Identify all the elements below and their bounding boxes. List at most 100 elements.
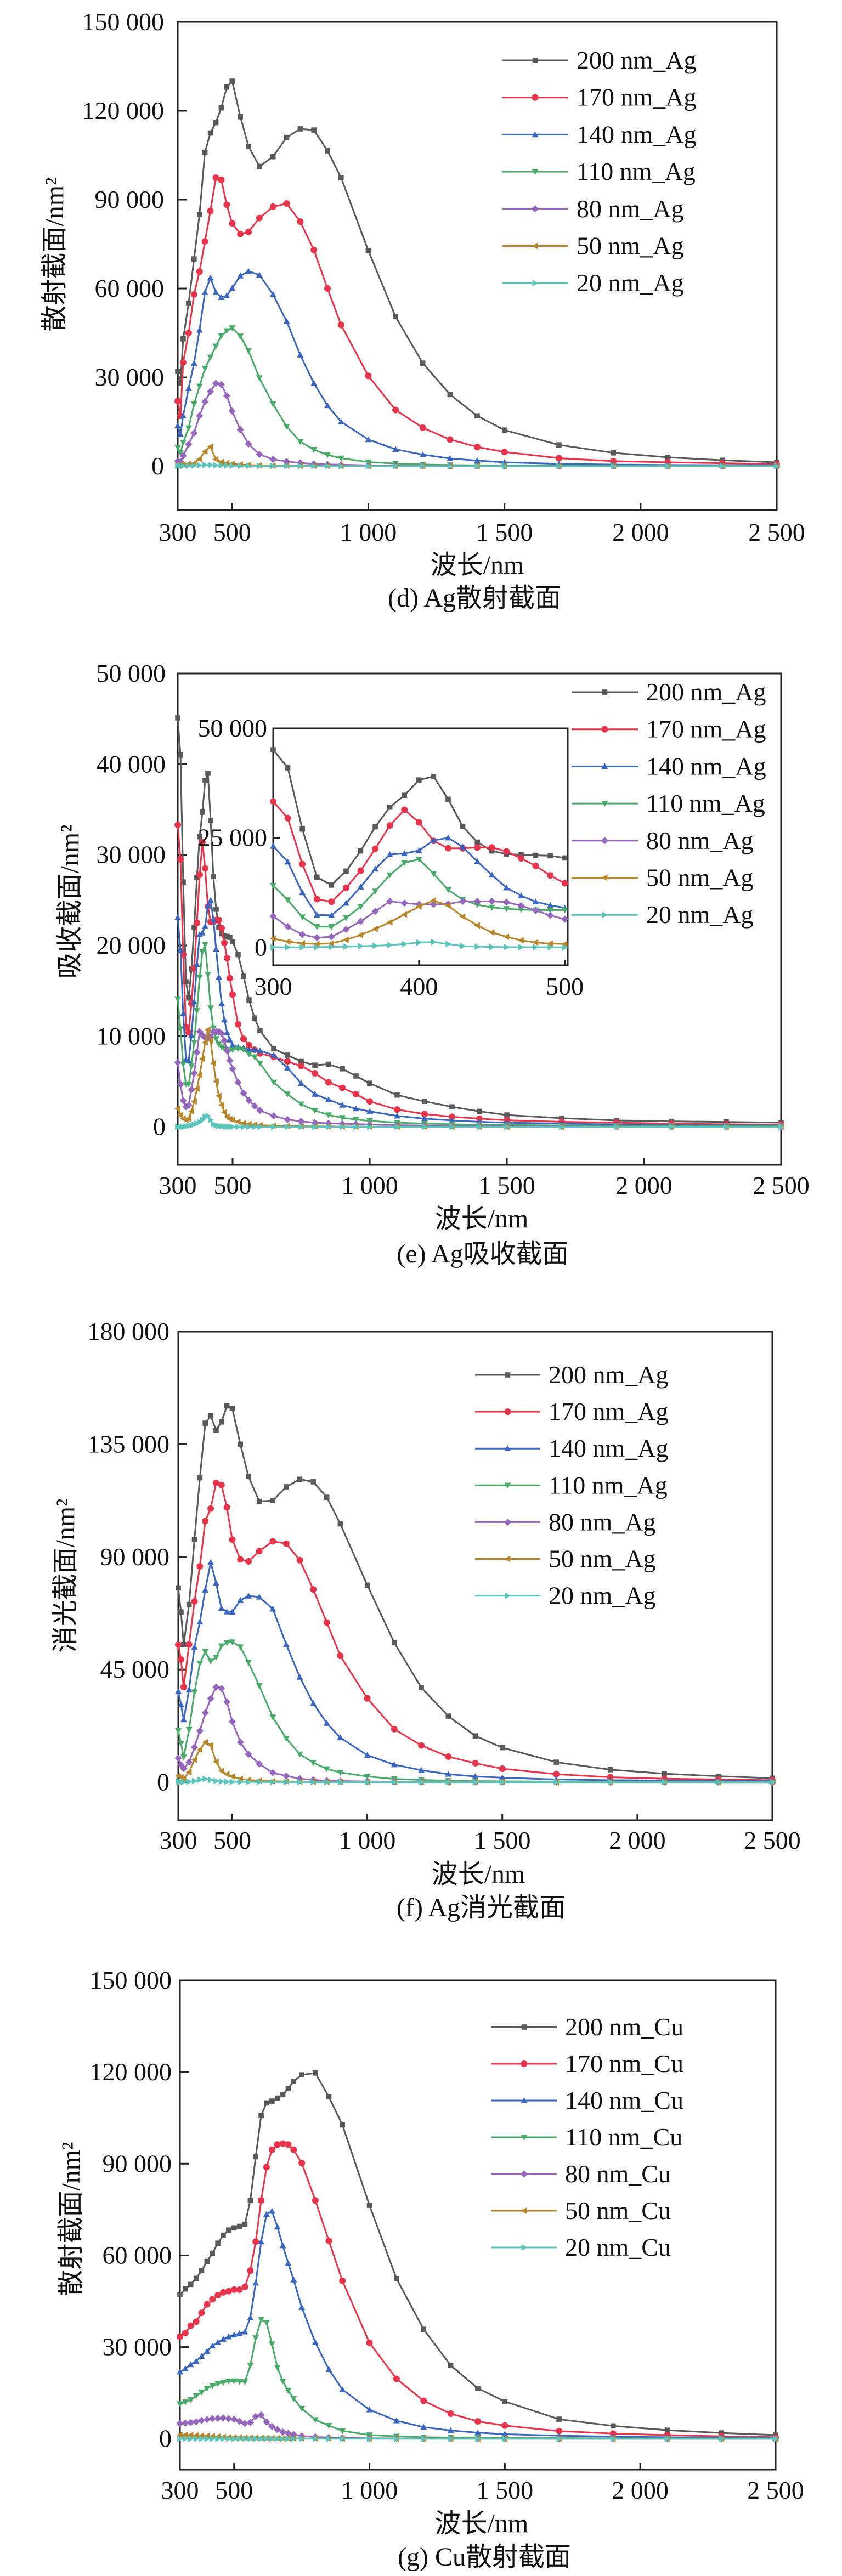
data-point [282,1772,290,1780]
data-point [229,1778,236,1785]
data-point [669,1123,675,1130]
data-point [214,2291,222,2298]
legend-label: 200 nm_Ag [646,678,766,706]
data-point [269,2098,275,2104]
data-point [174,822,181,829]
legend-item: 200 nm_Cu [491,2013,683,2041]
data-point [474,413,480,419]
data-point [296,459,304,467]
data-point [218,1643,225,1650]
data-point [489,848,495,854]
legend-item: 110 nm_Ag [502,157,696,185]
data-point [342,884,349,891]
x-tick-label: 1 500 [474,1826,531,1854]
plot-frame [179,1979,777,2471]
data-point [280,2435,286,2442]
data-point [207,1658,214,1665]
data-point [208,1413,213,1419]
data-point [274,2223,281,2230]
data-point [448,2363,454,2368]
data-point [215,2240,221,2246]
data-point [386,822,393,829]
data-point [240,1119,246,1126]
series-group [176,2070,779,2443]
data-point [472,1759,479,1767]
data-point [323,1619,330,1626]
legend-marker [504,1408,511,1416]
data-point [190,360,197,366]
data-point [231,2435,238,2442]
data-point [190,429,198,437]
data-point [227,975,233,982]
legend-item: 20 nm_Ag [572,901,754,929]
series-50-nm-Ag [174,1026,784,1130]
data-point [343,868,349,874]
data-point [202,923,208,930]
data-point [188,2435,194,2442]
data-point [445,887,452,893]
data-point [447,463,454,470]
data-point [421,2326,427,2332]
data-point [175,1728,182,1734]
data-point [474,2418,481,2425]
data-point [282,1735,290,1742]
data-point [245,268,252,274]
data-point [297,218,304,225]
data-point [778,1123,784,1130]
data-point [298,2405,306,2412]
data-point [224,955,230,962]
legend-label: 110 nm_Ag [549,1471,668,1499]
data-point [251,1102,258,1110]
data-point [246,1051,252,1058]
data-point [418,1742,425,1749]
legend: 200 nm_Ag 170 nm_Ag 140 nm_Ag 110 nm_Ag 80 n… [572,678,766,929]
data-point [209,2383,216,2390]
data-point [269,1538,276,1545]
data-point [185,1769,192,1776]
data-point [270,1079,277,1086]
data-point [401,911,408,918]
data-point [268,2341,275,2348]
data-point [205,902,211,909]
series-170-nm-Ag [270,798,568,905]
data-point [719,2435,725,2442]
data-point [327,933,335,941]
data-point [365,462,372,469]
data-point [386,897,394,905]
data-point [420,2397,427,2404]
data-point [193,2393,200,2399]
data-point [284,462,290,469]
data-point [562,855,568,861]
series-20-nm-Cu [177,2435,779,2442]
data-point [372,888,379,895]
data-point [236,2435,243,2442]
data-point [337,1652,344,1660]
data-point [357,884,364,890]
data-point [328,924,335,930]
data-point [323,1766,330,1773]
data-point [419,1779,425,1786]
series-group [174,1403,776,1786]
legend-marker [532,169,539,175]
data-point [212,1655,219,1661]
y-tick-label: 0 [157,1768,169,1796]
legend-item: 140 nm_Cu [491,2086,683,2114]
data-point [532,862,539,869]
data-point [191,1777,198,1785]
data-point [177,1701,184,1707]
data-point [187,2419,195,2426]
data-point [502,2435,508,2442]
data-point [257,1061,263,1067]
data-point [247,2267,254,2274]
data-point [665,463,671,470]
data-point [310,1760,317,1767]
legend-label: 200 nm_Cu [565,2013,683,2041]
legend-marker [601,837,609,845]
data-point [501,463,508,470]
data-point [559,1123,565,1130]
legend-item: 110 nm_Ag [475,1471,668,1499]
data-point [326,2094,332,2100]
legend-marker [601,874,608,881]
data-point [324,402,331,409]
data-point [312,1123,318,1130]
